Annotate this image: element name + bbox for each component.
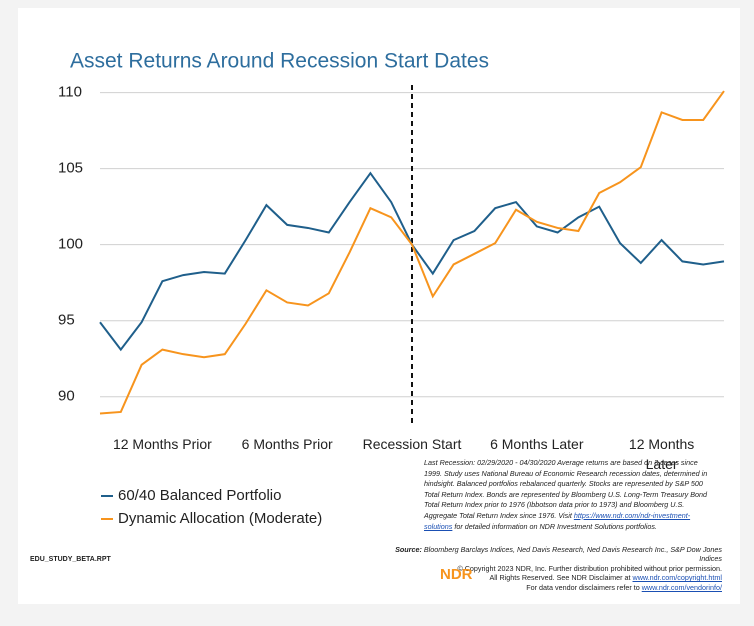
logo: NDR	[440, 566, 473, 583]
x-tick-label: 12 Months Prior	[112, 436, 212, 452]
x-tick-label: 12 Months Later	[628, 436, 695, 472]
rights-line: All Rights Reserved. See NDR Disclaimer …	[380, 573, 722, 582]
source-label: Source:	[395, 545, 422, 554]
y-tick-label: 105	[58, 160, 83, 177]
notes-text: Last Recession: 02/29/2020 - 04/30/2020 …	[424, 458, 708, 520]
notes-after: for detailed information on NDR Investme…	[454, 521, 657, 531]
x-tick-label: 6 Months Prior	[241, 436, 333, 452]
vendor-link[interactable]: www.ndr.com/vendorinfo/	[641, 582, 722, 592]
copyright: © Copyright 2023 NDR, Inc. Further distr…	[457, 563, 722, 573]
y-tick-label: 95	[58, 312, 75, 329]
rights-link[interactable]: www.ndr.com/copyright.html	[632, 573, 722, 583]
y-tick-label: 100	[58, 236, 83, 253]
vendor-line: For data vendor disclaimers refer to www…	[380, 583, 722, 592]
notes: Last Recession: 02/29/2020 - 04/30/2020 …	[424, 458, 714, 532]
legend-label: 60/40 Balanced Portfolio	[118, 487, 281, 504]
x-tick-label: 6 Months Later	[490, 436, 584, 452]
x-tick-label: Recession Start	[362, 436, 462, 452]
footer: EDU_STUDY_BETA.RPT	[30, 556, 111, 563]
panel	[18, 8, 740, 604]
source: Source: Bloomberg Barclays Indices, Ned …	[380, 545, 722, 592]
source-text: Bloomberg Barclays Indices, Ned Davis Re…	[423, 545, 722, 564]
notes-link[interactable]: https://www.ndr.com/ndr-investment-solut…	[424, 510, 691, 531]
chart-title: Asset Returns Around Recession Start Dat…	[70, 50, 489, 73]
source-line: Source: Bloomberg Barclays Indices, Ned …	[380, 545, 722, 564]
rights: All Rights Reserved. See NDR Disclaimer …	[489, 573, 631, 583]
y-tick-label: 90	[58, 388, 75, 405]
legend-label: Dynamic Allocation (Moderate)	[118, 510, 322, 527]
y-tick-label: 110	[58, 84, 82, 101]
series-line	[99, 90, 725, 415]
vendor: For data vendor disclaimers refer to	[526, 582, 640, 592]
